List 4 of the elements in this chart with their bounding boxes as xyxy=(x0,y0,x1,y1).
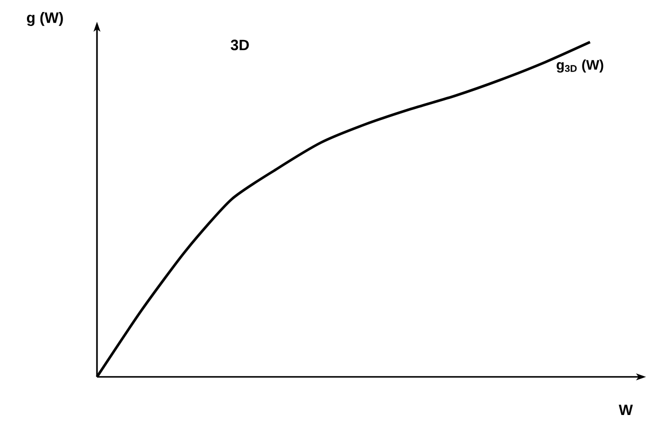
x-axis-title: W xyxy=(618,404,633,416)
chart-title: 3D xyxy=(230,40,249,50)
series-label: g$_{3D}$ (W) xyxy=(556,60,604,73)
y-axis-title: g (W) xyxy=(26,12,63,26)
